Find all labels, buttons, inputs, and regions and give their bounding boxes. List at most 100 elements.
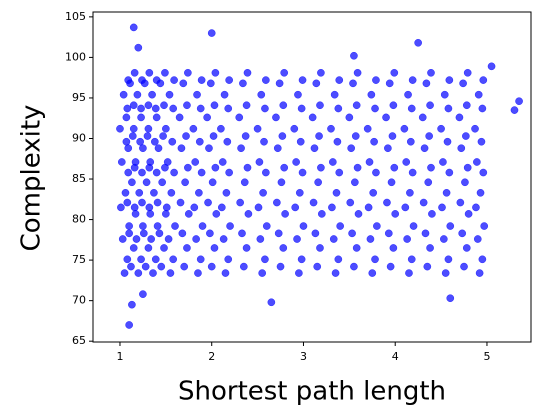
point [177,144,186,153]
point [183,101,191,110]
point [192,235,200,243]
point [146,210,155,218]
point [169,104,178,113]
point [387,178,396,187]
point [140,79,149,88]
point [292,158,300,166]
point [422,79,431,88]
point [389,101,398,110]
point [144,124,153,133]
point [425,132,434,140]
x-tick-label: 3 [300,350,307,363]
point [293,235,301,243]
point [239,262,248,271]
point [138,168,146,177]
point [445,76,454,84]
point [400,124,409,133]
point [224,255,233,264]
y-tick-label: 105 [65,10,86,23]
point [171,222,179,230]
point [180,262,189,271]
point [462,101,471,110]
point [122,113,131,122]
point [146,158,155,166]
point [127,262,135,271]
point [439,158,447,166]
point [347,144,356,153]
point [386,262,395,271]
point [169,255,178,264]
point [462,132,470,140]
point [137,255,145,264]
point [261,104,269,113]
point [405,269,413,277]
point [151,104,160,113]
point [310,144,319,153]
point [463,68,472,77]
point [315,132,323,140]
y-tick-label: 100 [65,50,86,63]
point [403,235,411,243]
point [335,168,344,177]
point [316,101,324,110]
point [126,79,134,88]
point [254,203,263,212]
point [427,163,435,172]
point [219,235,228,243]
point [176,198,185,207]
point [145,68,154,77]
point [241,132,250,140]
point [298,76,307,84]
point [336,222,345,230]
point [333,137,342,146]
point [197,76,206,84]
point [446,222,455,230]
point [418,113,427,122]
point [117,203,125,212]
point [334,104,343,113]
point [354,210,363,218]
y-tick-label: 95 [72,91,86,104]
point [160,101,168,110]
point [317,163,325,172]
point [243,68,252,77]
point [446,294,455,303]
point [419,198,428,207]
point [350,51,358,60]
point [280,163,289,172]
point [179,79,188,88]
point [243,163,252,172]
point [134,269,143,277]
point [312,79,321,88]
point [198,222,207,230]
point [291,203,300,212]
point [121,188,130,197]
point [242,244,251,252]
point [294,90,302,99]
point [208,178,217,187]
y-tick-label: 65 [72,334,86,347]
point [478,255,487,264]
point [181,178,189,187]
point [211,68,220,77]
point [220,90,229,99]
point [404,90,412,99]
point [147,235,156,243]
point [409,222,418,230]
point [384,144,392,153]
point [477,137,486,146]
point [195,137,204,146]
point [221,269,230,277]
point [125,222,133,230]
y-tick-label: 85 [72,172,86,185]
point [236,198,245,207]
point [352,101,361,110]
point [139,222,147,230]
point [206,229,214,238]
point [456,198,465,207]
point [295,188,304,197]
point [297,255,306,264]
point [237,144,245,153]
point [132,235,141,243]
point [480,222,489,230]
